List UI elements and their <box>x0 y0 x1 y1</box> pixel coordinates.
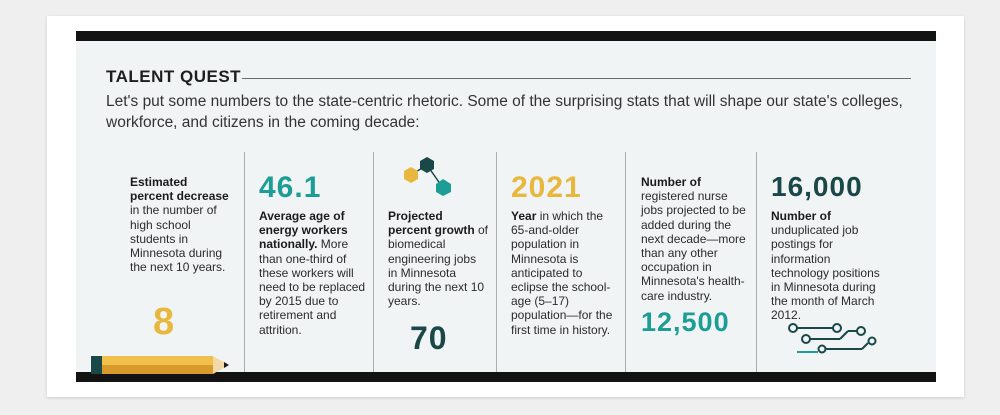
circuit-icon <box>788 323 877 354</box>
column-divider <box>625 152 626 372</box>
stat-description: Year in which the 65-and-older populatio… <box>511 209 614 337</box>
stat-value: 12,500 <box>641 307 730 337</box>
stat-text: of biomedical engineering jobs in Minnes… <box>388 223 489 309</box>
stat-description: Average age of energy workers nationally… <box>259 209 367 337</box>
stat-description: Estimated percent decrease in the number… <box>130 175 230 274</box>
title-rule <box>242 78 911 79</box>
stat-description: Projected percent growth of biomedical e… <box>388 209 488 308</box>
column-divider <box>756 152 757 372</box>
stat-description: Number of registered nurse jobs projecte… <box>641 175 749 303</box>
section-title: TALENT QUEST <box>106 67 242 86</box>
intro-text: Let's put some numbers to the state-cent… <box>106 93 903 131</box>
bottom-rule <box>76 372 936 382</box>
stat-bold-label: Average age of energy workers nationally… <box>259 209 348 252</box>
stat-bold-label: Number of <box>641 175 701 189</box>
pencil-icon <box>91 356 229 374</box>
stat-text: registered nurse jobs projected to be ad… <box>641 189 746 303</box>
stat-bold-label: Year <box>511 209 537 223</box>
stat-text: unduplicated job postings for informatio… <box>771 223 880 323</box>
column-divider <box>496 152 497 372</box>
stat-value: 46.1 <box>259 171 322 204</box>
stat-value: 8 <box>153 301 176 343</box>
stat-bold-label: Projected percent growth <box>388 209 475 238</box>
column-divider <box>244 152 245 372</box>
stat-value: 16,000 <box>771 171 863 202</box>
stat-value: 2021 <box>511 171 582 204</box>
stat-bold-label: Number of <box>771 209 831 223</box>
stat-text: More than one-third of these workers wil… <box>259 237 366 337</box>
stat-text: in the number of high school students in… <box>130 203 226 275</box>
stat-bold-label: Estimated percent decrease <box>130 175 229 204</box>
top-rule <box>76 31 936 41</box>
stat-text: in which the 65-and-older population in … <box>511 209 613 337</box>
hexagon-molecule-icon <box>404 157 451 196</box>
stat-description: Number of unduplicated job postings for … <box>771 209 881 323</box>
stat-value: 70 <box>410 320 448 356</box>
column-divider <box>373 152 374 372</box>
